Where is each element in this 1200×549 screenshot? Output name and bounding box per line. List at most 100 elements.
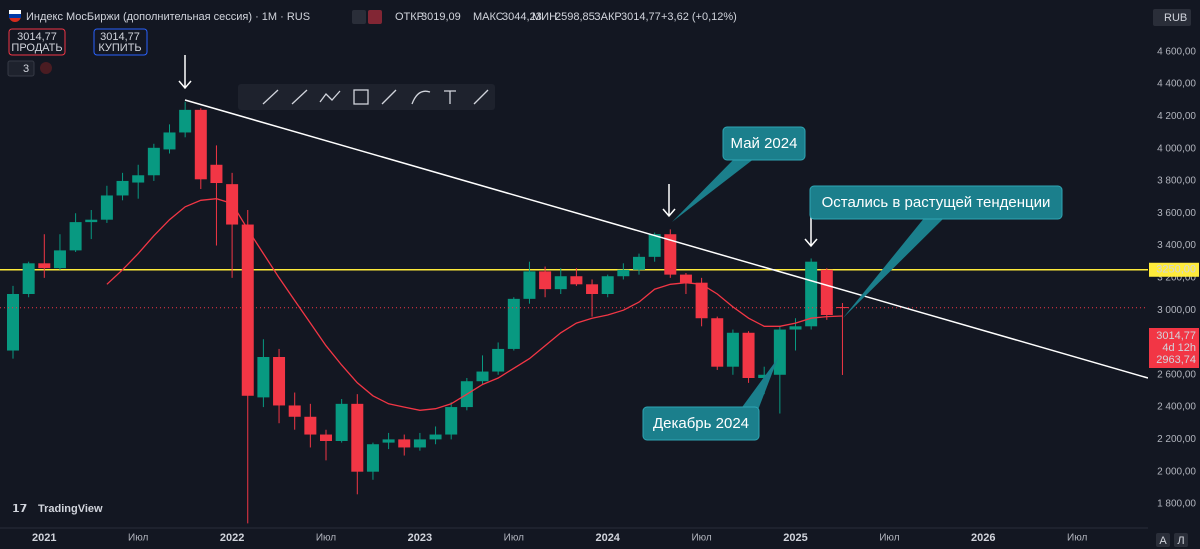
tool-curve[interactable] <box>411 90 431 105</box>
candle-body <box>366 444 379 472</box>
candle-body <box>679 274 692 283</box>
toolbar-bg <box>238 84 495 110</box>
candle-body <box>539 271 552 290</box>
arrow <box>178 55 192 90</box>
y-tick-label: 4 000,00 <box>1157 143 1196 154</box>
candle-body <box>726 332 739 367</box>
candle-body <box>711 318 724 367</box>
moving-average <box>106 198 843 411</box>
flag <box>9 10 21 14</box>
y-tick-label: 1 800,00 <box>1157 499 1196 510</box>
y-tick-label: 3 400,00 <box>1157 240 1196 251</box>
callout-tail <box>843 217 945 318</box>
y-tick-label: 2 600,00 <box>1157 369 1196 380</box>
tool-path[interactable] <box>319 90 341 103</box>
candle-body <box>805 261 818 327</box>
ohlc-key: МИН <box>532 11 557 23</box>
icon[interactable] <box>368 10 382 24</box>
candle-body <box>22 263 35 294</box>
buy-button[interactable] <box>93 28 148 56</box>
sell-price[interactable]: 3014,77 <box>17 31 57 43</box>
callout-box <box>642 406 760 441</box>
candle-body <box>147 147 160 176</box>
flag <box>9 14 21 18</box>
tool-measure[interactable] <box>473 89 489 105</box>
callout-tail <box>672 158 755 222</box>
tool-brush[interactable] <box>381 89 397 105</box>
buy-label[interactable]: КУПИТЬ <box>98 42 141 54</box>
indicators-toggle[interactable] <box>7 60 35 77</box>
callout[interactable]: Май 2024 <box>672 126 806 222</box>
candle-body <box>288 405 301 417</box>
candle-body <box>429 434 442 440</box>
tool-rect[interactable] <box>353 89 369 105</box>
candle-body <box>241 224 254 396</box>
ohlc-key: ЗАКР <box>594 11 622 23</box>
price-label-box <box>1149 328 1199 368</box>
candle-body <box>523 271 536 299</box>
x-tick-label: Июл <box>879 533 899 544</box>
indicators-count[interactable]: 3 <box>23 63 29 75</box>
candle-body <box>38 263 51 269</box>
tool-line[interactable] <box>262 89 279 105</box>
countdown: 4d 12h <box>1162 342 1196 354</box>
currency[interactable]: RUB <box>1164 12 1187 24</box>
candle-body <box>335 403 348 441</box>
candle-body <box>273 357 286 406</box>
scale-button-text[interactable]: Л <box>1177 535 1184 547</box>
candle-body <box>351 403 364 472</box>
symbol-title: Индекс МосБиржи (дополнительная сессия) … <box>26 11 310 23</box>
x-tick-label: 2022 <box>220 532 244 544</box>
candle-body <box>789 326 802 330</box>
candle-body <box>210 164 223 184</box>
scale-button[interactable] <box>1156 533 1170 547</box>
tool-ray[interactable] <box>291 89 308 105</box>
candle-body <box>758 374 771 378</box>
candle-body <box>85 219 98 223</box>
candle-body <box>116 180 129 196</box>
candle-body <box>257 357 270 398</box>
x-tick-label: 2021 <box>32 532 56 544</box>
x-tick-label: Июл <box>504 533 524 544</box>
scale-button[interactable] <box>1174 533 1188 547</box>
candle-body <box>773 329 786 375</box>
candle-body <box>53 250 66 269</box>
y-tick-label: 3 600,00 <box>1157 208 1196 219</box>
level-label: 3250,00 <box>1156 264 1196 276</box>
sell-button[interactable] <box>8 28 66 56</box>
candle-body <box>586 284 599 294</box>
ohlc-key: МАКС <box>473 11 504 23</box>
x-tick-label: Июл <box>691 533 711 544</box>
trend-line[interactable] <box>184 99 1149 379</box>
arrow <box>662 184 676 218</box>
x-tick-label: Июл <box>1067 533 1087 544</box>
y-tick-label: 2 000,00 <box>1157 466 1196 477</box>
callout-text: Остались в растущей тенденции <box>822 194 1051 211</box>
y-tick-label: 2 200,00 <box>1157 434 1196 445</box>
y-tick-label: 4 600,00 <box>1157 46 1196 57</box>
scale-button-text[interactable]: A <box>1159 535 1167 547</box>
buy-price[interactable]: 3014,77 <box>100 31 140 43</box>
x-tick-label: 2026 <box>971 532 995 544</box>
currency-button[interactable] <box>1153 9 1191 26</box>
callout[interactable]: Остались в растущей тенденции <box>809 185 1063 318</box>
candle-body <box>554 276 567 290</box>
candle-body <box>398 439 411 448</box>
header: Индекс МосБиржи (дополнительная сессия) … <box>7 10 737 77</box>
candle-body <box>445 407 458 435</box>
x-axis: 2021 Июл 2022 Июл 2023 Июл 2024 Июл 2025 Июл 2026 И… <box>32 532 1087 544</box>
candle-body <box>179 109 192 133</box>
price-label: 3014,77 <box>1156 330 1196 342</box>
callout[interactable]: Декабрь 2024 <box>642 358 778 441</box>
icon[interactable] <box>352 10 366 24</box>
sell-label[interactable]: ПРОДАТЬ <box>11 42 62 54</box>
y-tick-label: 2 400,00 <box>1157 402 1196 413</box>
ohlc-value: 3044,23 <box>502 11 542 23</box>
tool-text[interactable] <box>444 90 456 104</box>
warning-icon[interactable] <box>40 62 52 74</box>
y-tick-label: 4 400,00 <box>1157 79 1196 90</box>
callout-tail <box>740 358 778 410</box>
ohlc-value: 3014,77 <box>621 11 661 23</box>
ma-label: 2963,74 <box>1156 354 1196 366</box>
